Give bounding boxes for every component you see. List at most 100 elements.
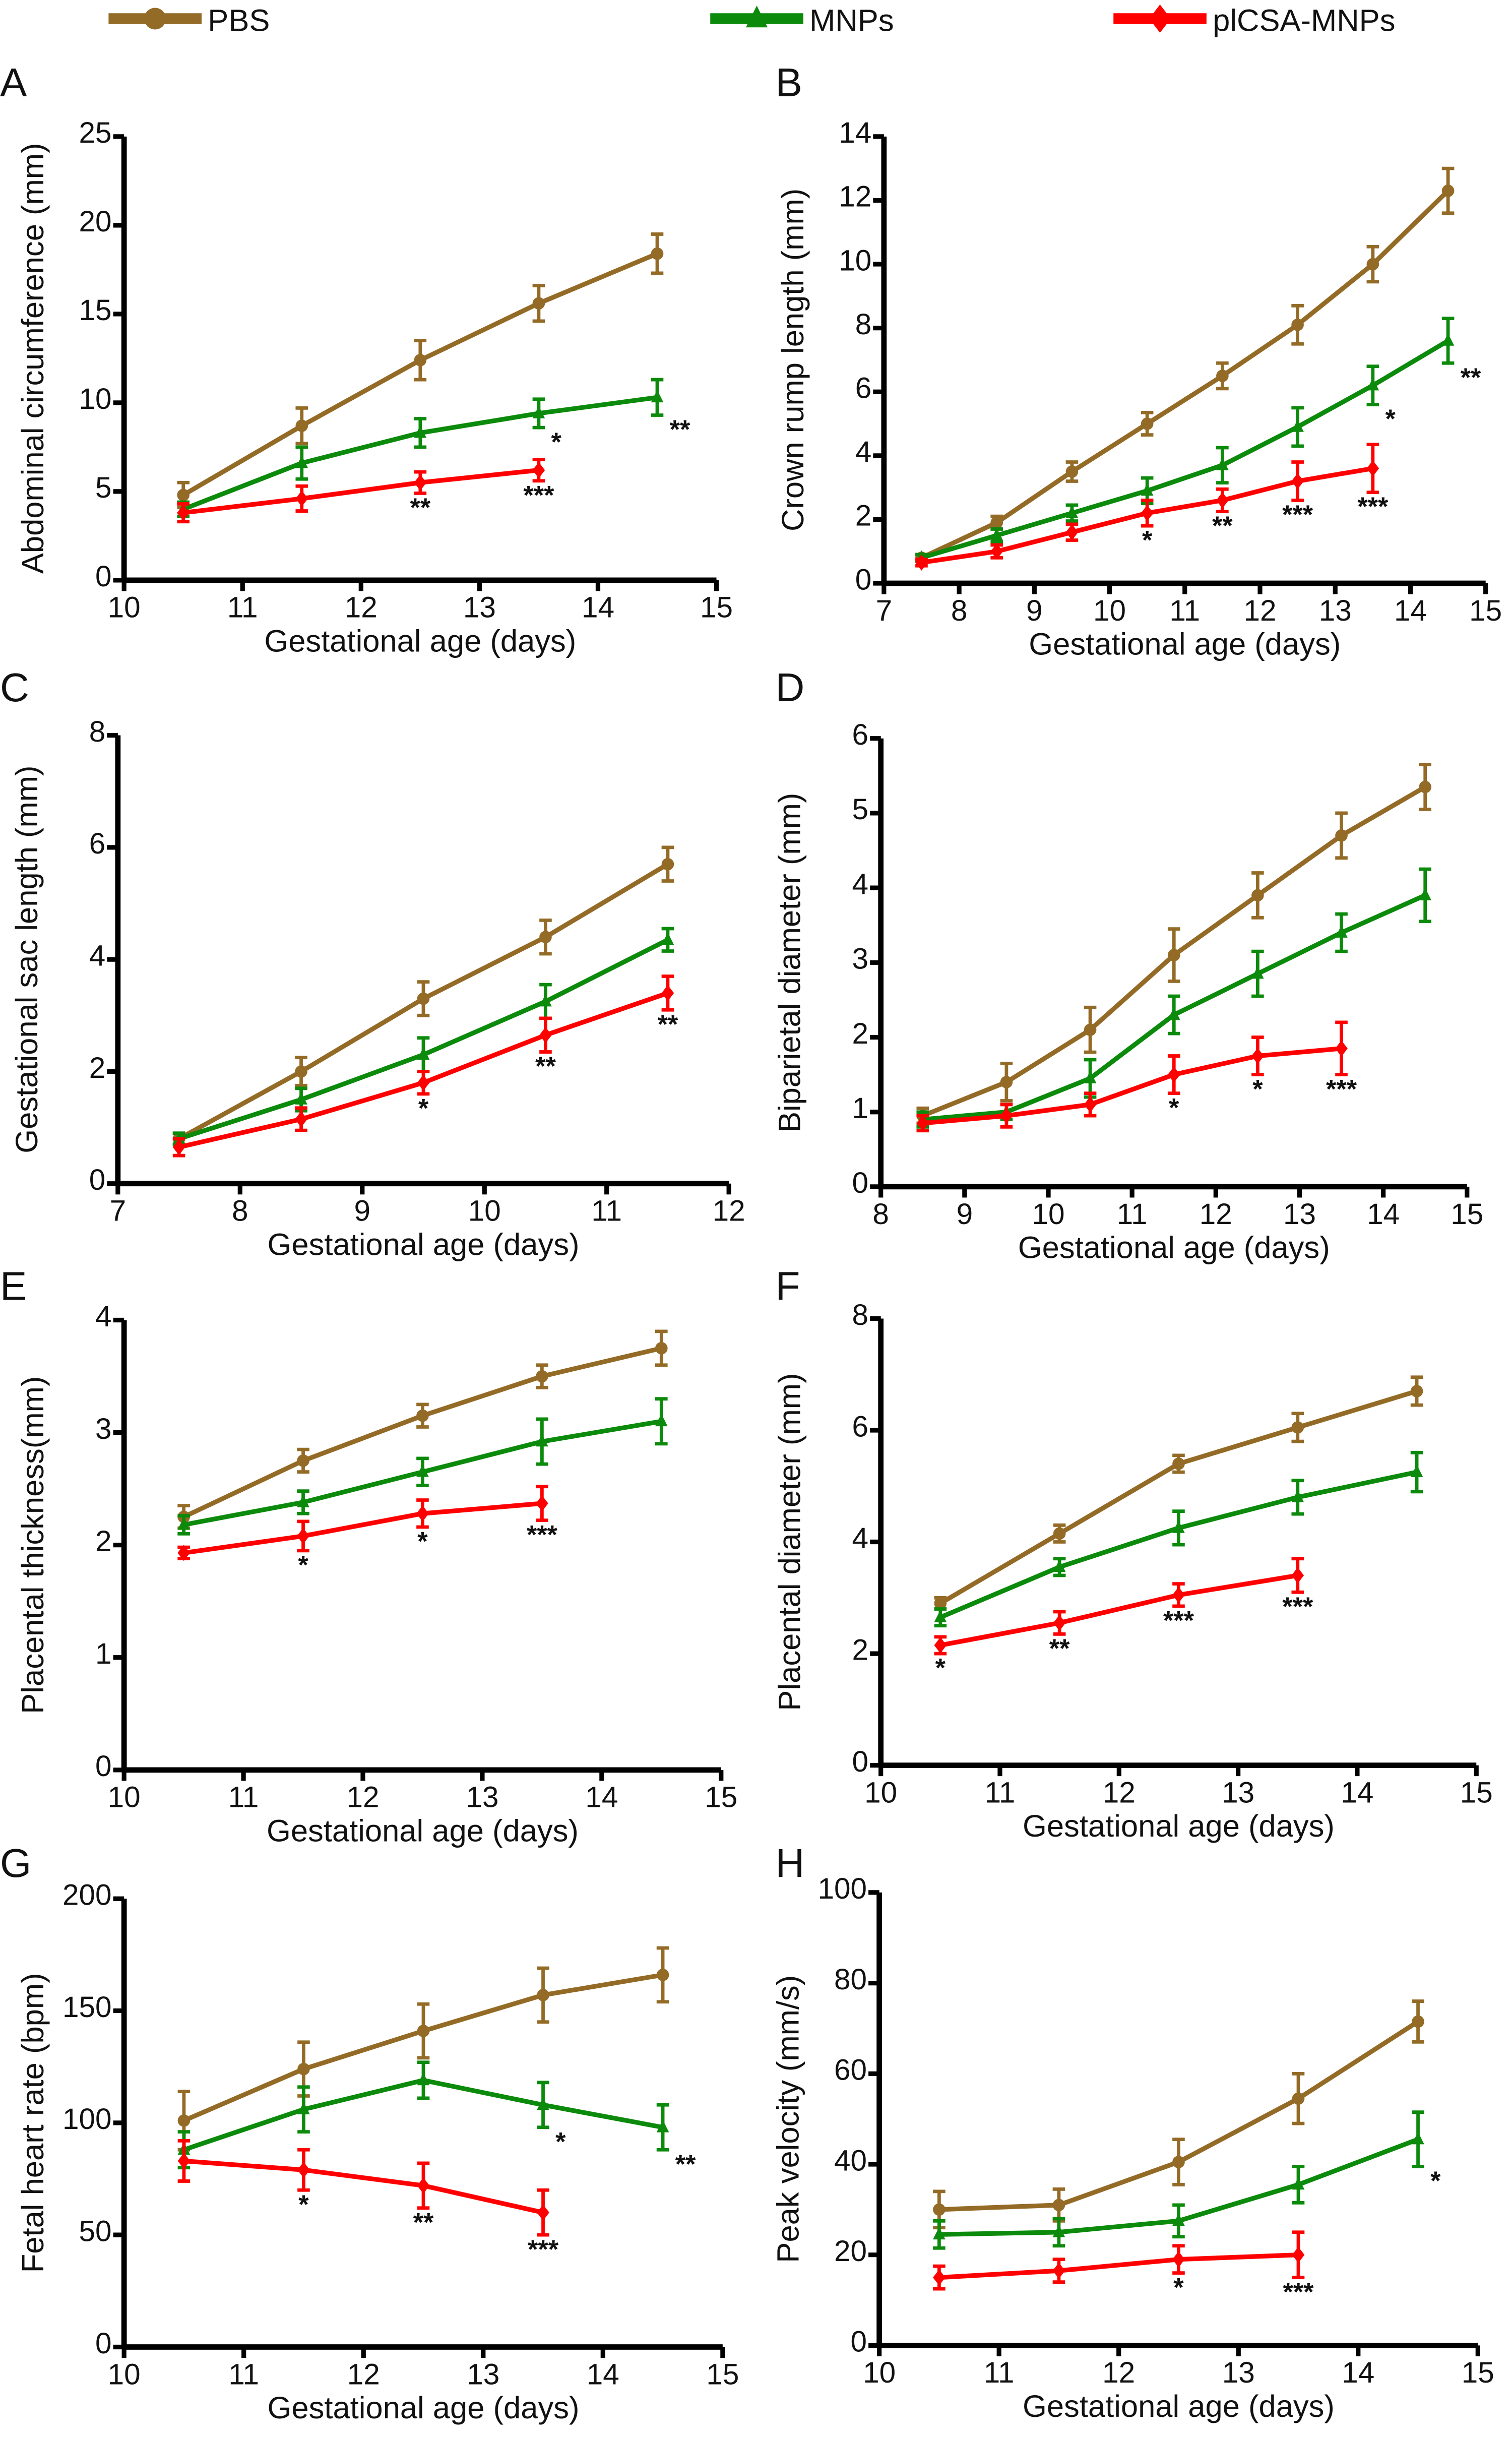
data-point (934, 1610, 947, 1622)
data-point (295, 1065, 307, 1078)
data-point (1084, 1071, 1097, 1083)
data-point (1065, 465, 1079, 478)
panel-h: H 10 11 12 13 14 15 0 20 40 60 80 100 Gestational age… (771, 1841, 1494, 2424)
data-point (532, 406, 545, 418)
data-point (295, 419, 308, 432)
y-tick-label: 4 (852, 868, 869, 900)
x-tick-label: 15 (1462, 2356, 1494, 2389)
x-tick-label: 10 (864, 1776, 897, 1809)
significance-marker: *** (1283, 2278, 1314, 2307)
significance-marker: * (555, 2127, 566, 2157)
data-point (1292, 2092, 1305, 2105)
y-tick-label: 4 (89, 939, 106, 972)
data-point (1216, 492, 1229, 509)
y-tick-label: 200 (62, 1879, 112, 1912)
series-plcsa-mnps (177, 1485, 548, 1561)
data-point (990, 543, 1003, 560)
y-tick-label: 150 (62, 1991, 112, 2024)
data-point (1216, 370, 1229, 382)
data-point (539, 1027, 552, 1044)
significance-marker: ** (413, 2208, 434, 2237)
x-axis-label: Gestational age (days) (1023, 2389, 1335, 2424)
data-point (414, 474, 427, 491)
series-mnps (915, 317, 1455, 563)
y-tick-label: 2 (852, 1017, 869, 1050)
x-tick-label: 10 (863, 2356, 896, 2389)
y-tick-label: 1 (852, 1092, 869, 1125)
data-point (933, 2269, 946, 2286)
data-point (295, 455, 308, 468)
data-point (414, 425, 427, 438)
data-point (1052, 2199, 1065, 2212)
data-point (661, 932, 674, 945)
y-tick-label: 1 (95, 1637, 112, 1670)
data-point (1172, 1457, 1185, 1470)
x-tick-label: 14 (585, 1781, 618, 1814)
data-point (661, 985, 674, 1001)
x-axis-label: Gestational age (days) (268, 1227, 580, 1262)
x-tick-label: 12 (345, 591, 377, 624)
y-tick-label: 3 (852, 943, 869, 976)
y-tick-label: 10 (79, 383, 112, 415)
series-plcsa-mnps (177, 2139, 549, 2237)
significance-marker: ** (1461, 363, 1481, 392)
panel-f: F 10 11 12 13 14 15 0 2 4 6 8 Gestational age (days)… (773, 1264, 1493, 1844)
significance-marker: * (1385, 405, 1396, 434)
legend-item-pbs: PBS (108, 4, 270, 38)
data-point (1335, 829, 1348, 842)
significance-marker: *** (523, 481, 554, 510)
y-tick-label: 100 (817, 1872, 867, 1905)
data-point (297, 2162, 310, 2178)
legend-label: PBS (208, 4, 270, 38)
y-axis-label: Crown rump length (mm) (776, 189, 810, 531)
data-point (172, 1139, 185, 1155)
x-axis-label: Gestational age (days) (1018, 1230, 1330, 1265)
series-line (922, 1046, 1342, 1126)
y-axis-label: Peak velocity (mm/s) (771, 1975, 806, 2263)
significance-marker: *** (528, 2235, 559, 2264)
significance-marker: ** (535, 1052, 556, 1081)
x-tick-label: 14 (1342, 2356, 1374, 2389)
data-point (1291, 1421, 1304, 1434)
data-point (536, 1495, 548, 1512)
x-tick-label: 13 (1222, 1776, 1254, 1809)
data-point (1366, 378, 1379, 391)
x-tick-label: 15 (1460, 1776, 1493, 1809)
y-tick-label: 0 (89, 1164, 106, 1196)
y-tick-label: 4 (852, 1522, 869, 1555)
x-tick-label: 10 (108, 591, 141, 624)
panel-letter: E (0, 1264, 27, 1309)
significance-marker: * (298, 1551, 308, 1580)
x-tick-label: 10 (108, 1781, 141, 1814)
x-tick-label: 12 (1200, 1198, 1232, 1231)
x-tick-label: 14 (582, 591, 614, 624)
data-point (1141, 505, 1154, 521)
x-tick-label: 15 (706, 2358, 739, 2391)
data-point (177, 1517, 190, 1530)
data-point (1141, 483, 1154, 496)
data-point (297, 1454, 309, 1467)
y-tick-label: 6 (89, 827, 106, 860)
data-point (1052, 2225, 1065, 2237)
y-axis-label: Fetal heart rate (bpm) (16, 1973, 50, 2273)
data-point (1052, 2263, 1065, 2279)
y-tick-label: 14 (839, 116, 871, 149)
data-point (1335, 1040, 1348, 1057)
y-tick-label: 2 (89, 1052, 106, 1084)
x-tick-label: 12 (713, 1195, 745, 1228)
series-pbs (177, 1946, 669, 2152)
x-tick-label: 7 (110, 1195, 127, 1228)
data-point (417, 2025, 430, 2037)
x-tick-label: 10 (468, 1195, 501, 1228)
data-point (1053, 1559, 1066, 1572)
x-tick-label: 11 (228, 1781, 259, 1814)
x-tick-label: 12 (1243, 594, 1276, 627)
x-tick-label: 13 (1222, 2356, 1255, 2389)
y-tick-label: 40 (834, 2144, 867, 2177)
series-line (183, 2158, 544, 2215)
data-point (536, 1434, 548, 1447)
series-plcsa-mnps (933, 2230, 1305, 2291)
series-pbs (934, 1375, 1423, 1611)
